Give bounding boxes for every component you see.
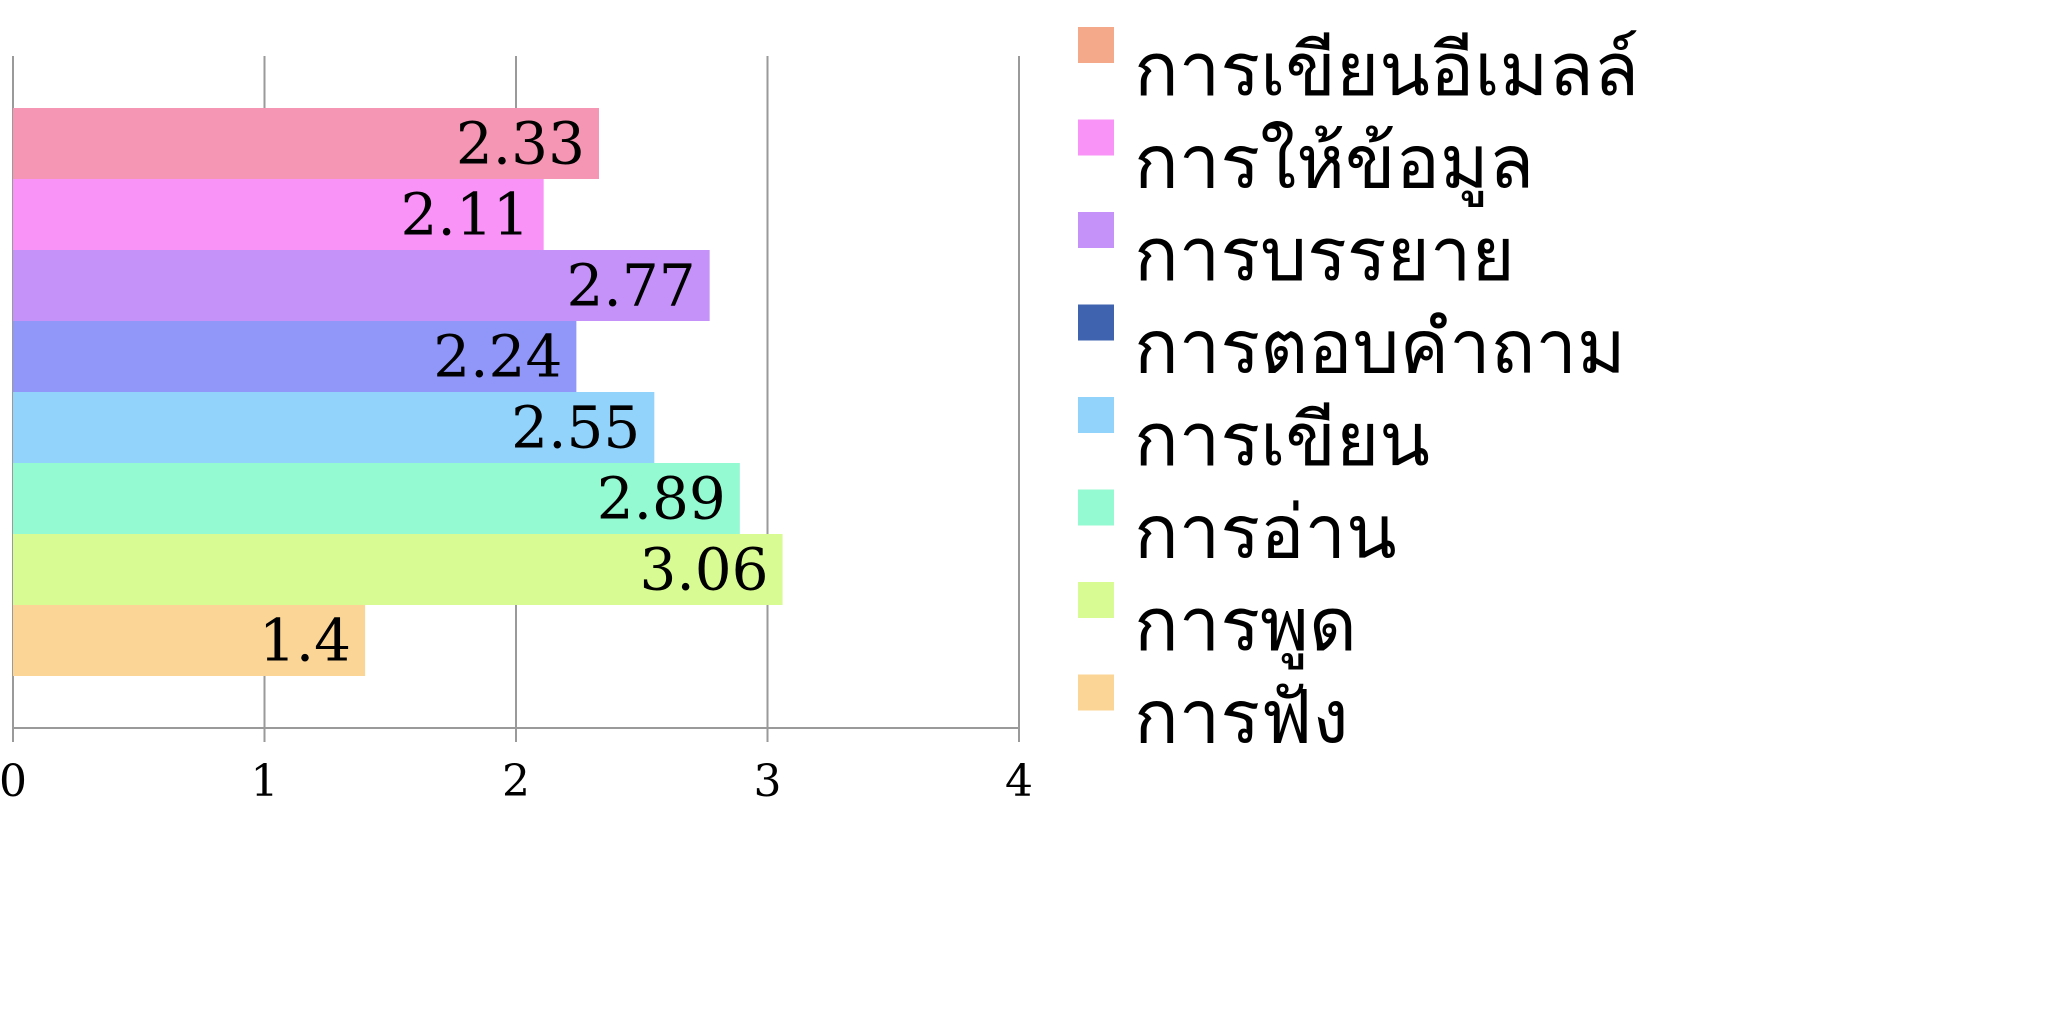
data-label: 3.06 [639,536,768,604]
x-tick-label: 2 [502,756,530,807]
x-tick-label: 3 [754,756,782,807]
legend-label: การให้ข้อมูล [1134,120,1534,208]
bar [13,108,599,179]
data-label: 2.77 [567,252,696,320]
legend-swatch [1078,27,1114,63]
legend-swatch [1078,489,1114,526]
data-label: 2.24 [433,323,562,391]
data-label: 2.55 [511,394,640,462]
x-tick-label: 0 [0,756,27,807]
legend-swatch [1078,582,1114,618]
bar [13,605,366,676]
data-label: 2.33 [456,110,585,178]
legend-swatch [1078,397,1114,433]
x-tick-label: 4 [1005,756,1033,807]
x-axis: 0 1 2 3 4 [0,727,1033,807]
bar [13,463,740,534]
legend-label: การฟัง [1134,675,1349,761]
legend-label: การอ่าน [1134,490,1397,576]
legend-label: การเขียนอีเมลล์ [1134,27,1639,113]
x-tick-label: 1 [251,756,279,807]
legend: การเขียนอีเมลล์การให้ข้อมูลการบรรยายการต… [1078,27,1639,761]
data-label: 2.89 [597,465,726,533]
bar [13,321,577,392]
bars [13,108,783,676]
legend-label: การบรรยาย [1134,212,1515,298]
legend-label: การเขียน [1134,397,1430,483]
data-labels: 2.332.11 2.772.242.552.893.06 1.4 [259,110,769,675]
bar [13,534,783,605]
bar [13,250,710,321]
bar [13,392,655,463]
data-label: 1.4 [259,607,351,675]
legend-swatch [1078,119,1114,156]
bar [13,179,544,250]
legend-label: การตอบคำถาม [1134,305,1626,391]
data-label: 2.11 [401,181,530,249]
legend-swatch [1078,212,1114,248]
legend-label: การพูด [1134,582,1357,670]
legend-swatch [1078,674,1114,711]
legend-swatch [1078,304,1114,341]
